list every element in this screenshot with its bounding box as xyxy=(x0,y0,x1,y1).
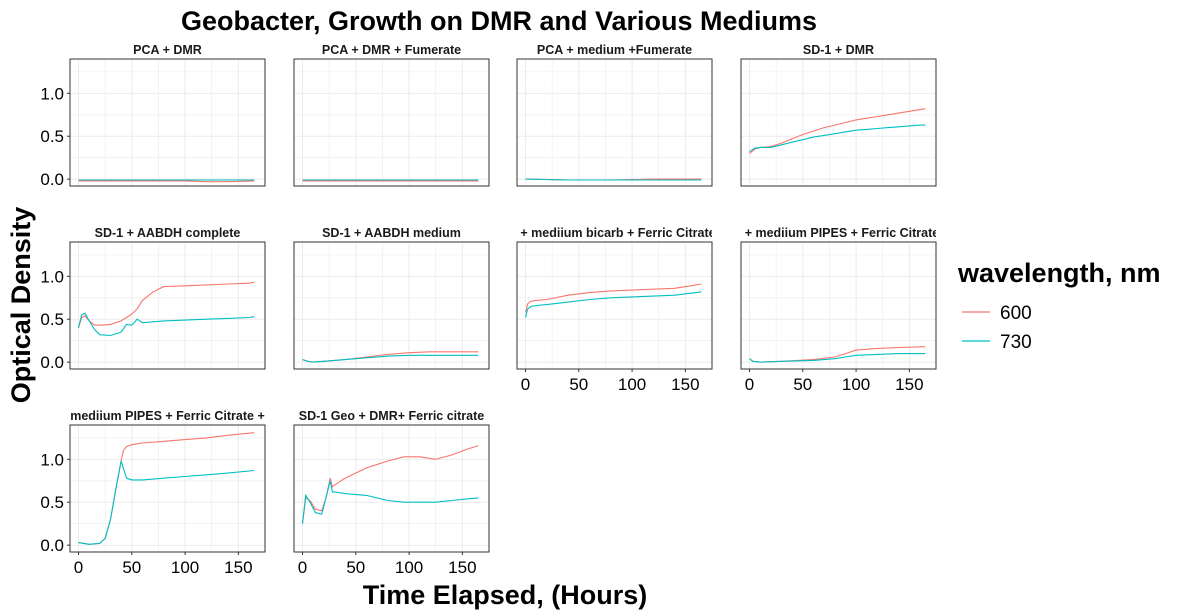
x-tick-label: 0 xyxy=(745,375,754,394)
series-line-600 xyxy=(524,283,702,313)
facet-panel: SD-1 + AABDH complete 0.0 0.5 1.0 xyxy=(40,226,266,372)
x-tick-label: 0 xyxy=(74,558,83,577)
facet-panel: l + mediium PIPES + Ferric Citrate 0 50 100… xyxy=(738,226,940,394)
x-axis-title: Time Elapsed, (Hours) xyxy=(363,580,648,610)
series-line-730 xyxy=(749,124,926,153)
series-line-730 xyxy=(525,178,702,181)
facet-panel: SD-1 Geo + DMR+ Ferric citrate 0 50 100 150 xyxy=(293,409,490,577)
x-tick-label: 150 xyxy=(895,375,923,394)
series-line-730 xyxy=(78,460,255,545)
legend-label-730: 730 xyxy=(1000,332,1032,353)
panel-border xyxy=(293,58,490,187)
facet-panel: PCA + DMR + Fumerate xyxy=(293,43,490,187)
x-tick-label: 50 xyxy=(793,375,812,394)
x-tick-label: 50 xyxy=(569,375,588,394)
panel-border xyxy=(293,424,490,553)
panel-border xyxy=(740,58,937,187)
x-tick-label: 100 xyxy=(171,558,199,577)
panel-border xyxy=(69,58,266,187)
series-line-730 xyxy=(524,291,702,318)
facet-panel: SD-1 + AABDH medium xyxy=(293,226,490,370)
facet-label: SD-1 + DMR xyxy=(803,43,874,57)
facet-panel: l + mediium bicarb + Ferric Citrate 0 50 10… xyxy=(513,226,715,394)
facet-label: PCA + DMR + Fumerate xyxy=(322,43,461,57)
y-tick-label: 1.0 xyxy=(40,267,64,286)
x-tick-label: 0 xyxy=(298,558,307,577)
facet-panel: mediium PIPES + Ferric Citrate + 0.0 0.5 1.… xyxy=(40,409,266,577)
series-line-600 xyxy=(301,445,479,524)
x-tick-label: 100 xyxy=(618,375,646,394)
y-tick-label: 0.5 xyxy=(40,310,64,329)
facet-label: mediium PIPES + Ferric Citrate + xyxy=(70,409,265,423)
chart-title: Geobacter, Growth on DMR and Various Med… xyxy=(181,6,817,36)
y-tick-label: 0.0 xyxy=(40,536,64,555)
y-tick-label: 0.5 xyxy=(40,127,64,146)
facet-label: SD-1 + AABDH complete xyxy=(95,226,241,240)
series-line-600 xyxy=(749,108,926,154)
panel-border xyxy=(516,241,713,370)
x-tick-label: 150 xyxy=(671,375,699,394)
y-tick-label: 0.0 xyxy=(40,170,64,189)
legend-label-600: 600 xyxy=(1000,303,1032,324)
facet-label: SD-1 Geo + DMR+ Ferric citrate xyxy=(299,409,485,423)
panel-border xyxy=(740,241,937,370)
y-tick-label: 0.5 xyxy=(40,493,64,512)
facet-label: SD-1 + AABDH medium xyxy=(322,226,461,240)
x-tick-label: 100 xyxy=(842,375,870,394)
y-tick-label: 1.0 xyxy=(40,84,64,103)
facet-label: PCA + DMR xyxy=(133,43,202,57)
facet-label: l + mediium bicarb + Ferric Citrate xyxy=(513,226,715,240)
y-axis-title: Optical Density xyxy=(6,207,36,404)
facet-panel: SD-1 + DMR xyxy=(740,43,937,187)
series-line-600 xyxy=(78,180,255,183)
x-tick-label: 150 xyxy=(448,558,476,577)
series-line-730 xyxy=(749,353,926,363)
facet-panel: PCA + DMR 0.0 0.5 1.0 xyxy=(40,43,266,189)
y-tick-label: 1.0 xyxy=(40,450,64,469)
x-tick-label: 150 xyxy=(224,558,252,577)
panel-border xyxy=(293,241,490,370)
facet-label: PCA + medium +Fumerate xyxy=(537,43,692,57)
series-line-730 xyxy=(77,312,255,337)
panel-border xyxy=(69,241,266,370)
y-tick-label: 0.0 xyxy=(40,353,64,372)
panel-border xyxy=(69,424,266,553)
x-tick-label: 100 xyxy=(395,558,423,577)
series-line-730 xyxy=(302,354,479,363)
facet-panels: PCA + DMR 0.0 0.5 1.0 PCA + DMR + Fumerate PC… xyxy=(40,43,940,577)
legend: wavelength, nm 600 730 xyxy=(957,258,1161,353)
x-tick-label: 0 xyxy=(521,375,530,394)
panel-border xyxy=(516,58,713,187)
series-line-730 xyxy=(301,480,479,524)
x-tick-label: 50 xyxy=(122,558,141,577)
facet-label: l + mediium PIPES + Ferric Citrate xyxy=(738,226,940,240)
facet-panel: PCA + medium +Fumerate xyxy=(516,43,713,187)
legend-title: wavelength, nm xyxy=(957,258,1161,288)
x-tick-label: 50 xyxy=(346,558,365,577)
